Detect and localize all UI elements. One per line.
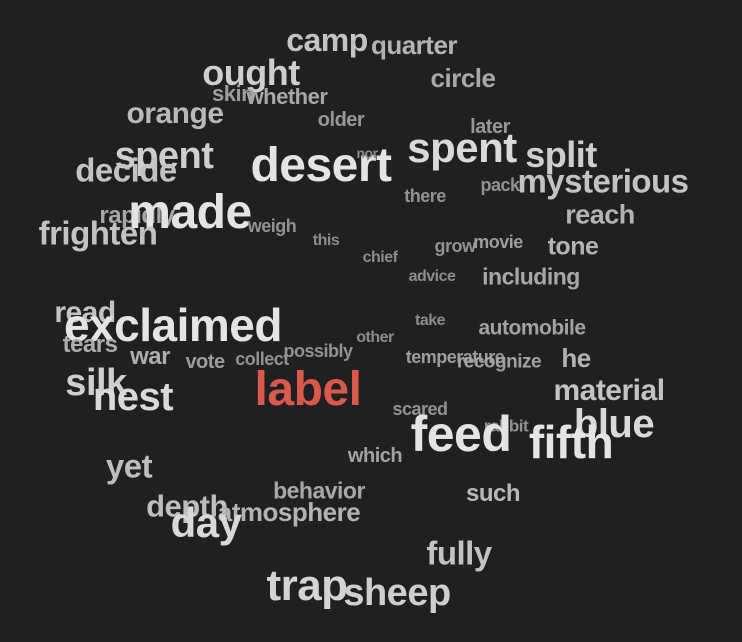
cloud-word: pack	[480, 175, 520, 195]
cloud-word: spent	[407, 124, 517, 171]
cloud-word: frighten	[38, 214, 158, 252]
cloud-word: war	[130, 343, 170, 370]
cloud-word: rabbit	[483, 416, 529, 436]
cloud-word: behavior	[273, 477, 365, 504]
cloud-word: read	[54, 296, 116, 329]
cloud-word: made	[128, 186, 252, 239]
cloud-word: tone	[547, 232, 599, 261]
cloud-word: depth	[146, 488, 228, 524]
cloud-word: desert	[250, 139, 392, 192]
cloud-word: recognize	[456, 351, 542, 373]
cloud-word: orange	[126, 97, 224, 130]
cloud-word: other	[356, 329, 394, 346]
cloud-word: quarter	[370, 30, 458, 60]
highlighted-word: label	[254, 363, 362, 416]
cloud-word: advice	[408, 268, 456, 285]
cloud-word: nest	[92, 375, 174, 419]
cloud-word: ought	[202, 52, 300, 93]
cloud-word: atmosphere	[217, 497, 361, 527]
cloud-word: skin	[211, 81, 255, 106]
cloud-word: fifth	[528, 416, 614, 468]
cloud-word: silk	[65, 362, 127, 404]
cloud-word: mysterious	[517, 162, 689, 200]
cloud-word: movie	[473, 232, 523, 252]
cloud-word: scared	[392, 399, 448, 419]
cloud-word: possibly	[283, 341, 353, 361]
cloud-word: take	[414, 312, 446, 329]
cloud-word: this	[312, 232, 340, 249]
cloud-word: feed	[410, 406, 512, 462]
cloud-word: tears	[62, 331, 118, 358]
cloud-word: blue	[573, 402, 655, 446]
cloud-word: split	[525, 134, 597, 175]
cloud-word: rapidly	[99, 202, 175, 229]
cloud-word: circle	[430, 63, 496, 93]
cloud-word: later	[470, 116, 510, 138]
cloud-word: spent	[114, 135, 214, 177]
cloud-word: there	[404, 186, 446, 206]
cloud-word: day	[170, 499, 242, 546]
cloud-word: sheep	[343, 572, 451, 614]
cloud-word: trap	[266, 561, 348, 610]
cloud-word: collect	[235, 349, 289, 369]
cloud-word: fully	[426, 534, 492, 572]
cloud-word: he	[561, 343, 591, 373]
cloud-word: automobile	[478, 316, 586, 340]
cloud-word: older	[317, 109, 365, 131]
cloud-word: such	[465, 480, 521, 507]
cloud-word: yet	[105, 447, 153, 485]
cloud-word: chief	[362, 249, 398, 266]
cloud-word: temperature	[405, 347, 505, 367]
cloud-word: whether	[246, 84, 328, 109]
cloud-word: which	[347, 445, 403, 467]
cloud-word: grow	[434, 236, 477, 256]
cloud-word: material	[553, 374, 665, 407]
cloud-word: exclaimed	[64, 299, 282, 351]
cloud-word: nor	[356, 145, 378, 161]
cloud-word: decide	[75, 151, 177, 189]
cloud-word: including	[482, 263, 580, 290]
cloud-word: reach	[565, 199, 635, 230]
cloud-word: camp	[286, 22, 368, 58]
cloud-word: weigh	[247, 216, 297, 236]
cloud-word: vote	[185, 351, 225, 373]
